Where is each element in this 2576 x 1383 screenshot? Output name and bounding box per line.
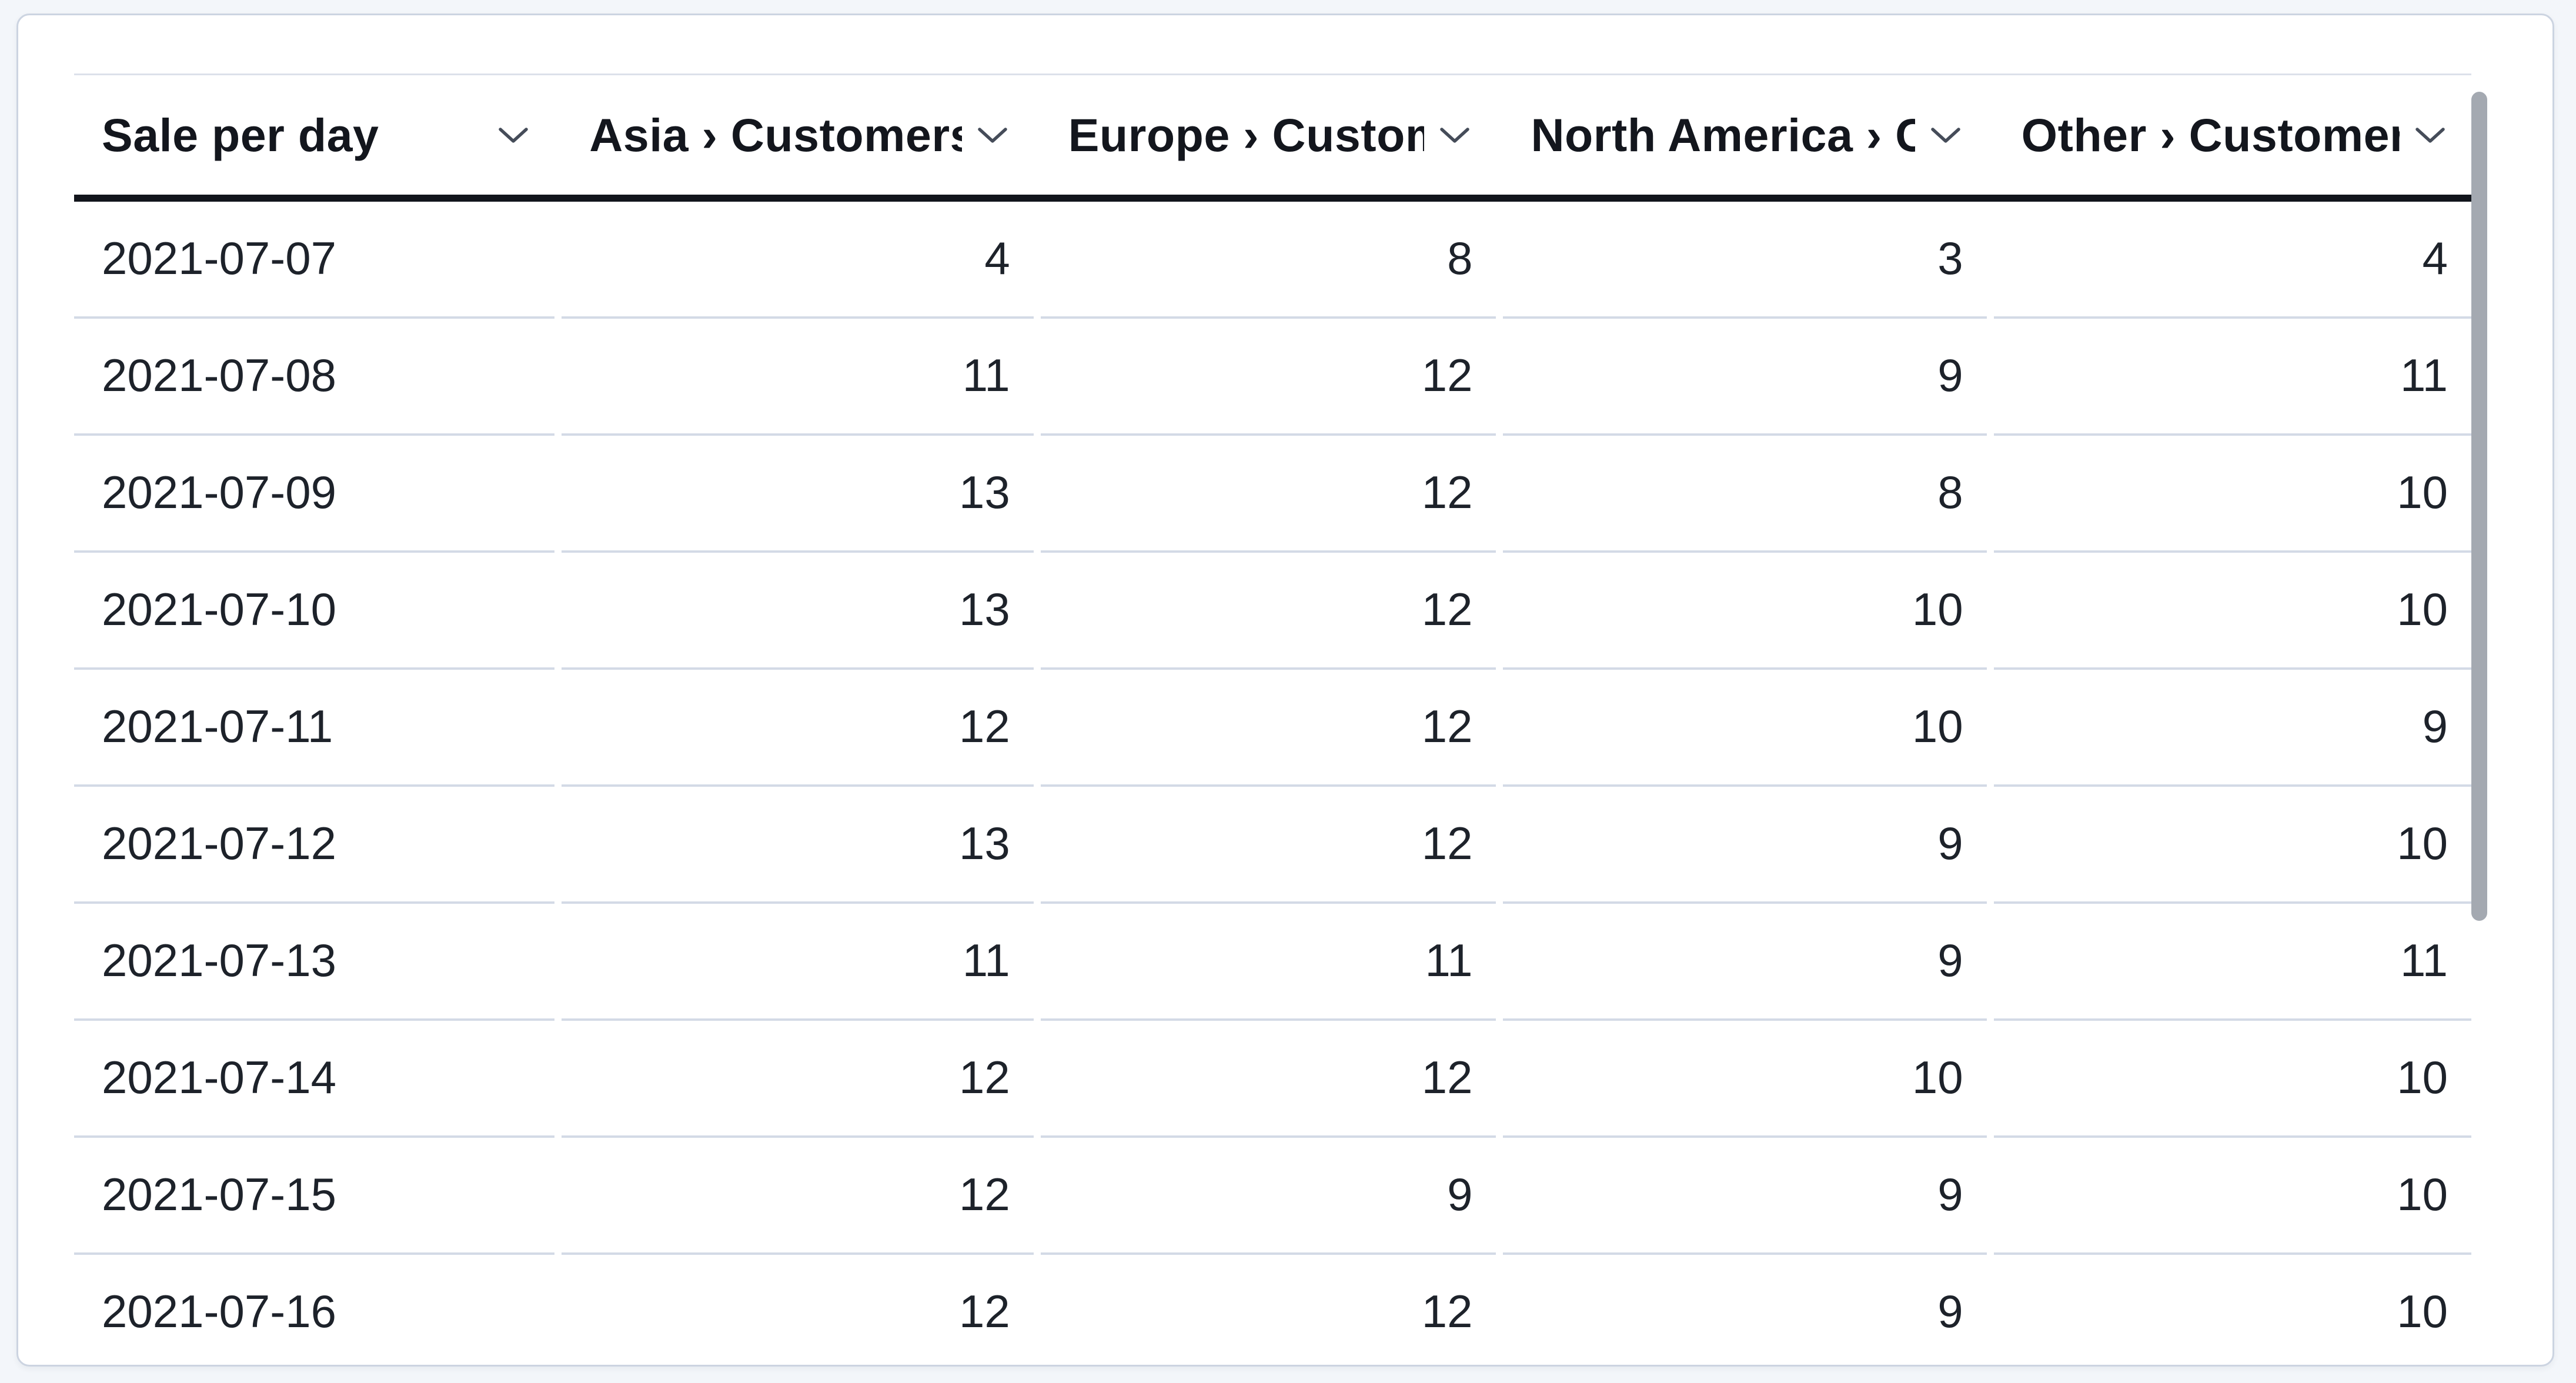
cell-value[interactable]: 10 — [1994, 1255, 2471, 1365]
chevron-down-icon[interactable] — [498, 126, 529, 144]
cell-value[interactable]: 10 — [1503, 670, 1987, 787]
cell-value[interactable]: 10 — [1503, 1021, 1987, 1138]
cell-value[interactable]: 9 — [1503, 1255, 1986, 1365]
cell-value[interactable]: 12 — [1040, 553, 1496, 670]
chevron-down-icon[interactable] — [1439, 126, 1470, 144]
cell-value[interactable]: 12 — [562, 670, 1034, 787]
chevron-down-icon[interactable] — [1930, 126, 1961, 144]
column-header-other-customers[interactable]: Other › Customers — [1994, 75, 2471, 195]
cell-date[interactable]: 2021-07-10 — [74, 553, 555, 670]
table-row: 2021-07-13 11 11 9 11 — [74, 904, 2471, 1021]
cell-value[interactable]: 10 — [1503, 553, 1987, 670]
cell-value[interactable]: 11 — [1993, 319, 2471, 436]
cell-value[interactable]: 12 — [1040, 436, 1496, 553]
cell-value[interactable]: 3 — [1503, 202, 1987, 319]
table-body: 2021-07-07 4 8 3 4 2021-07-08 11 12 9 11… — [74, 202, 2471, 1365]
cell-value[interactable]: 9 — [1503, 319, 1987, 436]
cell-value[interactable]: 9 — [1040, 1138, 1496, 1255]
cell-value[interactable]: 10 — [1993, 1021, 2471, 1138]
table-row: 2021-07-07 4 8 3 4 — [74, 202, 2471, 319]
table-row: 2021-07-14 12 12 10 10 — [74, 1021, 2471, 1138]
cell-value[interactable]: 12 — [1040, 1021, 1496, 1138]
cell-date[interactable]: 2021-07-13 — [74, 904, 555, 1021]
cell-value[interactable]: 11 — [562, 904, 1034, 1021]
cell-value[interactable]: 10 — [1993, 787, 2471, 904]
cell-value[interactable]: 12 — [1040, 787, 1496, 904]
data-table: Sale per day Asia › Customers Europe › C… — [74, 74, 2471, 1365]
column-header-north-america-customers[interactable]: North America › Customers — [1503, 75, 1986, 195]
cell-value[interactable]: 9 — [1503, 904, 1987, 1021]
cell-value[interactable]: 13 — [562, 553, 1034, 670]
cell-value[interactable]: 12 — [562, 1138, 1034, 1255]
column-header-europe-customers[interactable]: Europe › Customers — [1041, 75, 1496, 195]
cell-date[interactable]: 2021-07-11 — [74, 670, 555, 787]
column-header-sale-per-day[interactable]: Sale per day — [74, 75, 554, 195]
cell-date[interactable]: 2021-07-15 — [74, 1138, 555, 1255]
cell-value[interactable]: 12 — [562, 1021, 1034, 1138]
cell-value[interactable]: 12 — [1041, 1255, 1496, 1365]
vertical-scrollbar-thumb[interactable] — [2471, 92, 2487, 921]
table-row: 2021-07-08 11 12 9 11 — [74, 319, 2471, 436]
cell-date[interactable]: 2021-07-14 — [74, 1021, 555, 1138]
cell-date[interactable]: 2021-07-09 — [74, 436, 555, 553]
cell-value[interactable]: 12 — [562, 1255, 1033, 1365]
cell-date[interactable]: 2021-07-07 — [74, 202, 555, 319]
cell-value[interactable]: 12 — [1040, 670, 1496, 787]
table-header-row: Sale per day Asia › Customers Europe › C… — [74, 74, 2471, 202]
column-header-label: Europe › Customers — [1068, 108, 1425, 161]
cell-value[interactable]: 8 — [1040, 202, 1496, 319]
cell-value[interactable]: 13 — [562, 436, 1034, 553]
cell-value[interactable]: 8 — [1503, 436, 1987, 553]
chevron-down-icon[interactable] — [977, 126, 1008, 144]
cell-value[interactable]: 11 — [1040, 904, 1496, 1021]
table-row: 2021-07-09 13 12 8 10 — [74, 436, 2471, 553]
cell-value[interactable]: 11 — [562, 319, 1034, 436]
table-row: 2021-07-12 13 12 9 10 — [74, 787, 2471, 904]
cell-value[interactable]: 12 — [1040, 319, 1496, 436]
table-row: 2021-07-16 12 12 9 10 — [74, 1255, 2471, 1365]
cell-value[interactable]: 9 — [1503, 1138, 1987, 1255]
cell-value[interactable]: 10 — [1993, 553, 2471, 670]
cell-date[interactable]: 2021-07-16 — [74, 1255, 554, 1365]
cell-value[interactable]: 4 — [1993, 202, 2471, 319]
cell-date[interactable]: 2021-07-08 — [74, 319, 555, 436]
table-row: 2021-07-15 12 9 9 10 — [74, 1138, 2471, 1255]
cell-value[interactable]: 4 — [562, 202, 1034, 319]
chevron-down-icon[interactable] — [2415, 126, 2445, 144]
cell-date[interactable]: 2021-07-12 — [74, 787, 555, 904]
column-header-label: Sale per day — [102, 108, 379, 161]
table-row: 2021-07-10 13 12 10 10 — [74, 553, 2471, 670]
column-header-label: Asia › Customers — [589, 108, 962, 161]
column-header-label: Other › Customers — [2021, 108, 2400, 161]
column-header-label: North America › Customers — [1531, 108, 1915, 161]
cell-value[interactable]: 9 — [1503, 787, 1987, 904]
cell-value[interactable]: 13 — [562, 787, 1034, 904]
cell-value[interactable]: 10 — [1993, 436, 2471, 553]
table-row: 2021-07-11 12 12 10 9 — [74, 670, 2471, 787]
cell-value[interactable]: 11 — [1993, 904, 2471, 1021]
table-card: Sale per day Asia › Customers Europe › C… — [16, 14, 2554, 1367]
cell-value[interactable]: 9 — [1993, 670, 2471, 787]
column-header-asia-customers[interactable]: Asia › Customers — [562, 75, 1033, 195]
cell-value[interactable]: 10 — [1993, 1138, 2471, 1255]
